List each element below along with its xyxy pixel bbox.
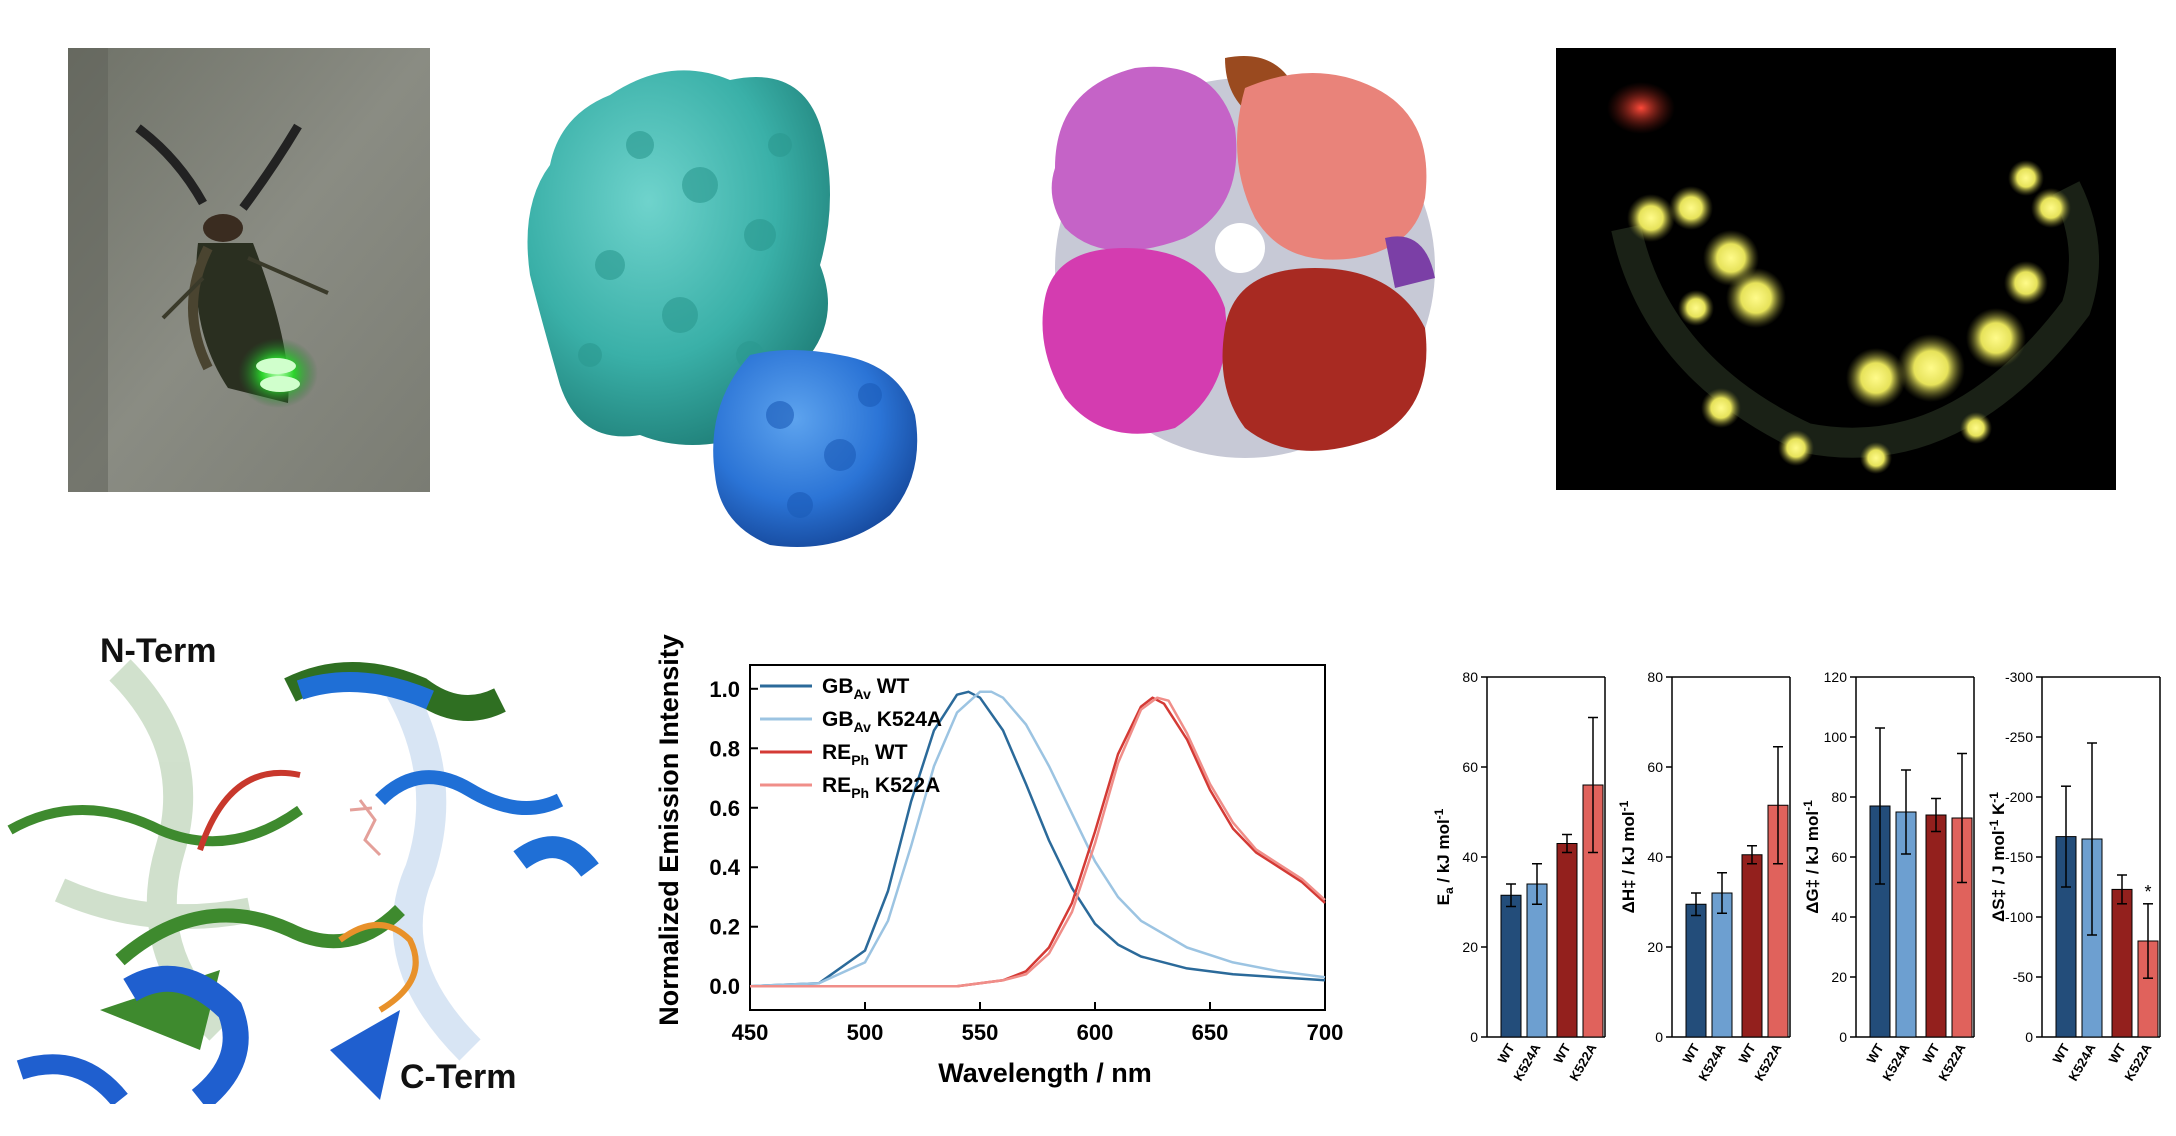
bar-category-label: WT	[1550, 1041, 1573, 1066]
bar-ytick-label: -100	[2005, 909, 2033, 925]
bar-category-label: WT	[1735, 1041, 1758, 1066]
bar	[1556, 843, 1578, 1038]
bar	[1741, 854, 1763, 1038]
spectra-chart-panel: Normalized Emission Intensity Wavelength…	[640, 620, 1360, 1110]
bar-ylabel: Ea / kJ mol-1	[1432, 808, 1456, 905]
c-term-label: C-Term	[400, 1058, 517, 1096]
structure-panel: N-Term C-Term	[0, 630, 610, 1111]
spectra-series-line	[750, 696, 1326, 988]
bar-category-label: WT	[1679, 1041, 1702, 1066]
spectra-xtick-label: 650	[1192, 1020, 1229, 1045]
bar-category-label: WT	[2105, 1041, 2128, 1066]
bar-category-label: K524A	[1879, 1040, 1913, 1083]
bar-category-label: K522A	[1566, 1040, 1600, 1083]
spectra-plot-frame	[749, 664, 1326, 1011]
bar-category-label: K522A	[2121, 1040, 2155, 1083]
spectra-ytick-label: 1.0	[709, 677, 740, 702]
spectra-xtick-label: 500	[847, 1020, 884, 1045]
bar-ytick-label: -150	[2005, 849, 2033, 865]
bar-category-label: WT	[1494, 1041, 1517, 1066]
spectra-ytick-label: 0.2	[709, 915, 740, 940]
firefly-photo-panel	[68, 48, 430, 492]
bar-ytick-label: 80	[1831, 789, 1847, 805]
bar-ytick-label: 40	[1462, 849, 1478, 865]
bar	[1500, 894, 1522, 1038]
bar-ytick-label: 0	[2025, 1029, 2033, 1045]
legend-entry: GBAv K524A	[822, 708, 942, 735]
bar-ytick-label: 120	[1824, 669, 1848, 685]
fluorescence-microscopy	[1556, 48, 2116, 490]
bar-ytick-label: -50	[2013, 969, 2033, 985]
bar	[1526, 883, 1548, 1038]
bar-ytick-label: 0	[1470, 1029, 1478, 1045]
spectra-xtick-label: 600	[1077, 1020, 1114, 1045]
bar-ytick-label: 40	[1647, 849, 1663, 865]
legend-entry: REPh WT	[822, 741, 908, 768]
bar	[1711, 892, 1733, 1038]
protein-surface-monomer	[527, 70, 918, 547]
bar-ytick-label: 60	[1831, 849, 1847, 865]
bar-category-label: WT	[1919, 1041, 1942, 1066]
spectra-ylabel: Normalized Emission Intensity	[654, 634, 684, 1026]
bar-ylabel: ΔG‡ / kJ mol-1	[1801, 800, 1822, 914]
bar-category-label: WT	[1863, 1041, 1886, 1066]
bar-ytick-label: 100	[1824, 729, 1848, 745]
bar-category-label: K524A	[2065, 1040, 2099, 1083]
spectra-series-line	[749, 690, 1326, 988]
cartoon-structure-overlay: N-Term C-Term	[0, 630, 610, 1111]
emission-spectra-chart: Normalized Emission Intensity Wavelength…	[654, 634, 1344, 1088]
bar-ytick-label: 60	[1462, 759, 1478, 775]
bar-ytick-label: 0	[1839, 1029, 1847, 1045]
spectra-ytick-label: 0.8	[709, 736, 740, 761]
firefly-photo	[68, 48, 430, 492]
bar-ytick-label: -200	[2005, 789, 2033, 805]
bar-ytick-label: 0	[1655, 1029, 1663, 1045]
bar-category-label: K522A	[1751, 1040, 1785, 1083]
bar-ylabel: ΔS‡ / J mol-1 K-1	[1987, 792, 2008, 922]
significance-mark: *	[2144, 882, 2151, 902]
bar-ytick-label: 80	[1647, 669, 1663, 685]
bar-category-label: K522A	[1935, 1040, 1969, 1083]
bar	[1925, 814, 1947, 1038]
spectra-ytick-label: 0.4	[709, 855, 740, 880]
bar-ytick-label: -250	[2005, 729, 2033, 745]
bar-ylabel: ΔH‡ / kJ mol-1	[1617, 800, 1638, 913]
spectra-xlabel: Wavelength / nm	[938, 1058, 1152, 1088]
spectra-ytick-label: 0.6	[709, 796, 740, 821]
bar	[2111, 888, 2133, 1038]
bar-ytick-label: -300	[2005, 669, 2033, 685]
microscopy-panel	[1556, 48, 2116, 490]
spectra-xtick-label: 550	[962, 1020, 999, 1045]
bar-category-label: K524A	[1510, 1040, 1544, 1083]
oligomer-surface-panel	[1025, 48, 1465, 488]
spectra-series-line	[749, 690, 1326, 988]
bar-charts-panel: 0 20 40 60 80 Ea / kJ mol-1 WT K524A WT K522A 0 20 4…	[1410, 640, 2170, 1120]
bar-category-label: K524A	[1695, 1040, 1729, 1083]
bar-ytick-label: 60	[1647, 759, 1663, 775]
bar-ytick-label: 20	[1831, 969, 1847, 985]
bar-ytick-label: 20	[1647, 939, 1663, 955]
spectra-series-line	[750, 696, 1326, 988]
spectra-ytick-label: 0.0	[709, 974, 740, 999]
legend-entry: REPh K522A	[822, 774, 940, 801]
spectra-xtick-label: 700	[1307, 1020, 1344, 1045]
bar-ytick-label: 40	[1831, 909, 1847, 925]
monomer-surface-panel	[520, 55, 930, 565]
bar-ytick-label: 20	[1462, 939, 1478, 955]
bar-ytick-label: 80	[1462, 669, 1478, 685]
spectra-xtick-label: 450	[732, 1020, 769, 1045]
legend-entry: GBAv WT	[822, 675, 910, 702]
protein-surface-oligomer	[1042, 56, 1435, 458]
bar-category-label: WT	[2049, 1041, 2072, 1066]
n-term-label: N-Term	[100, 632, 217, 670]
bar	[1685, 903, 1707, 1038]
